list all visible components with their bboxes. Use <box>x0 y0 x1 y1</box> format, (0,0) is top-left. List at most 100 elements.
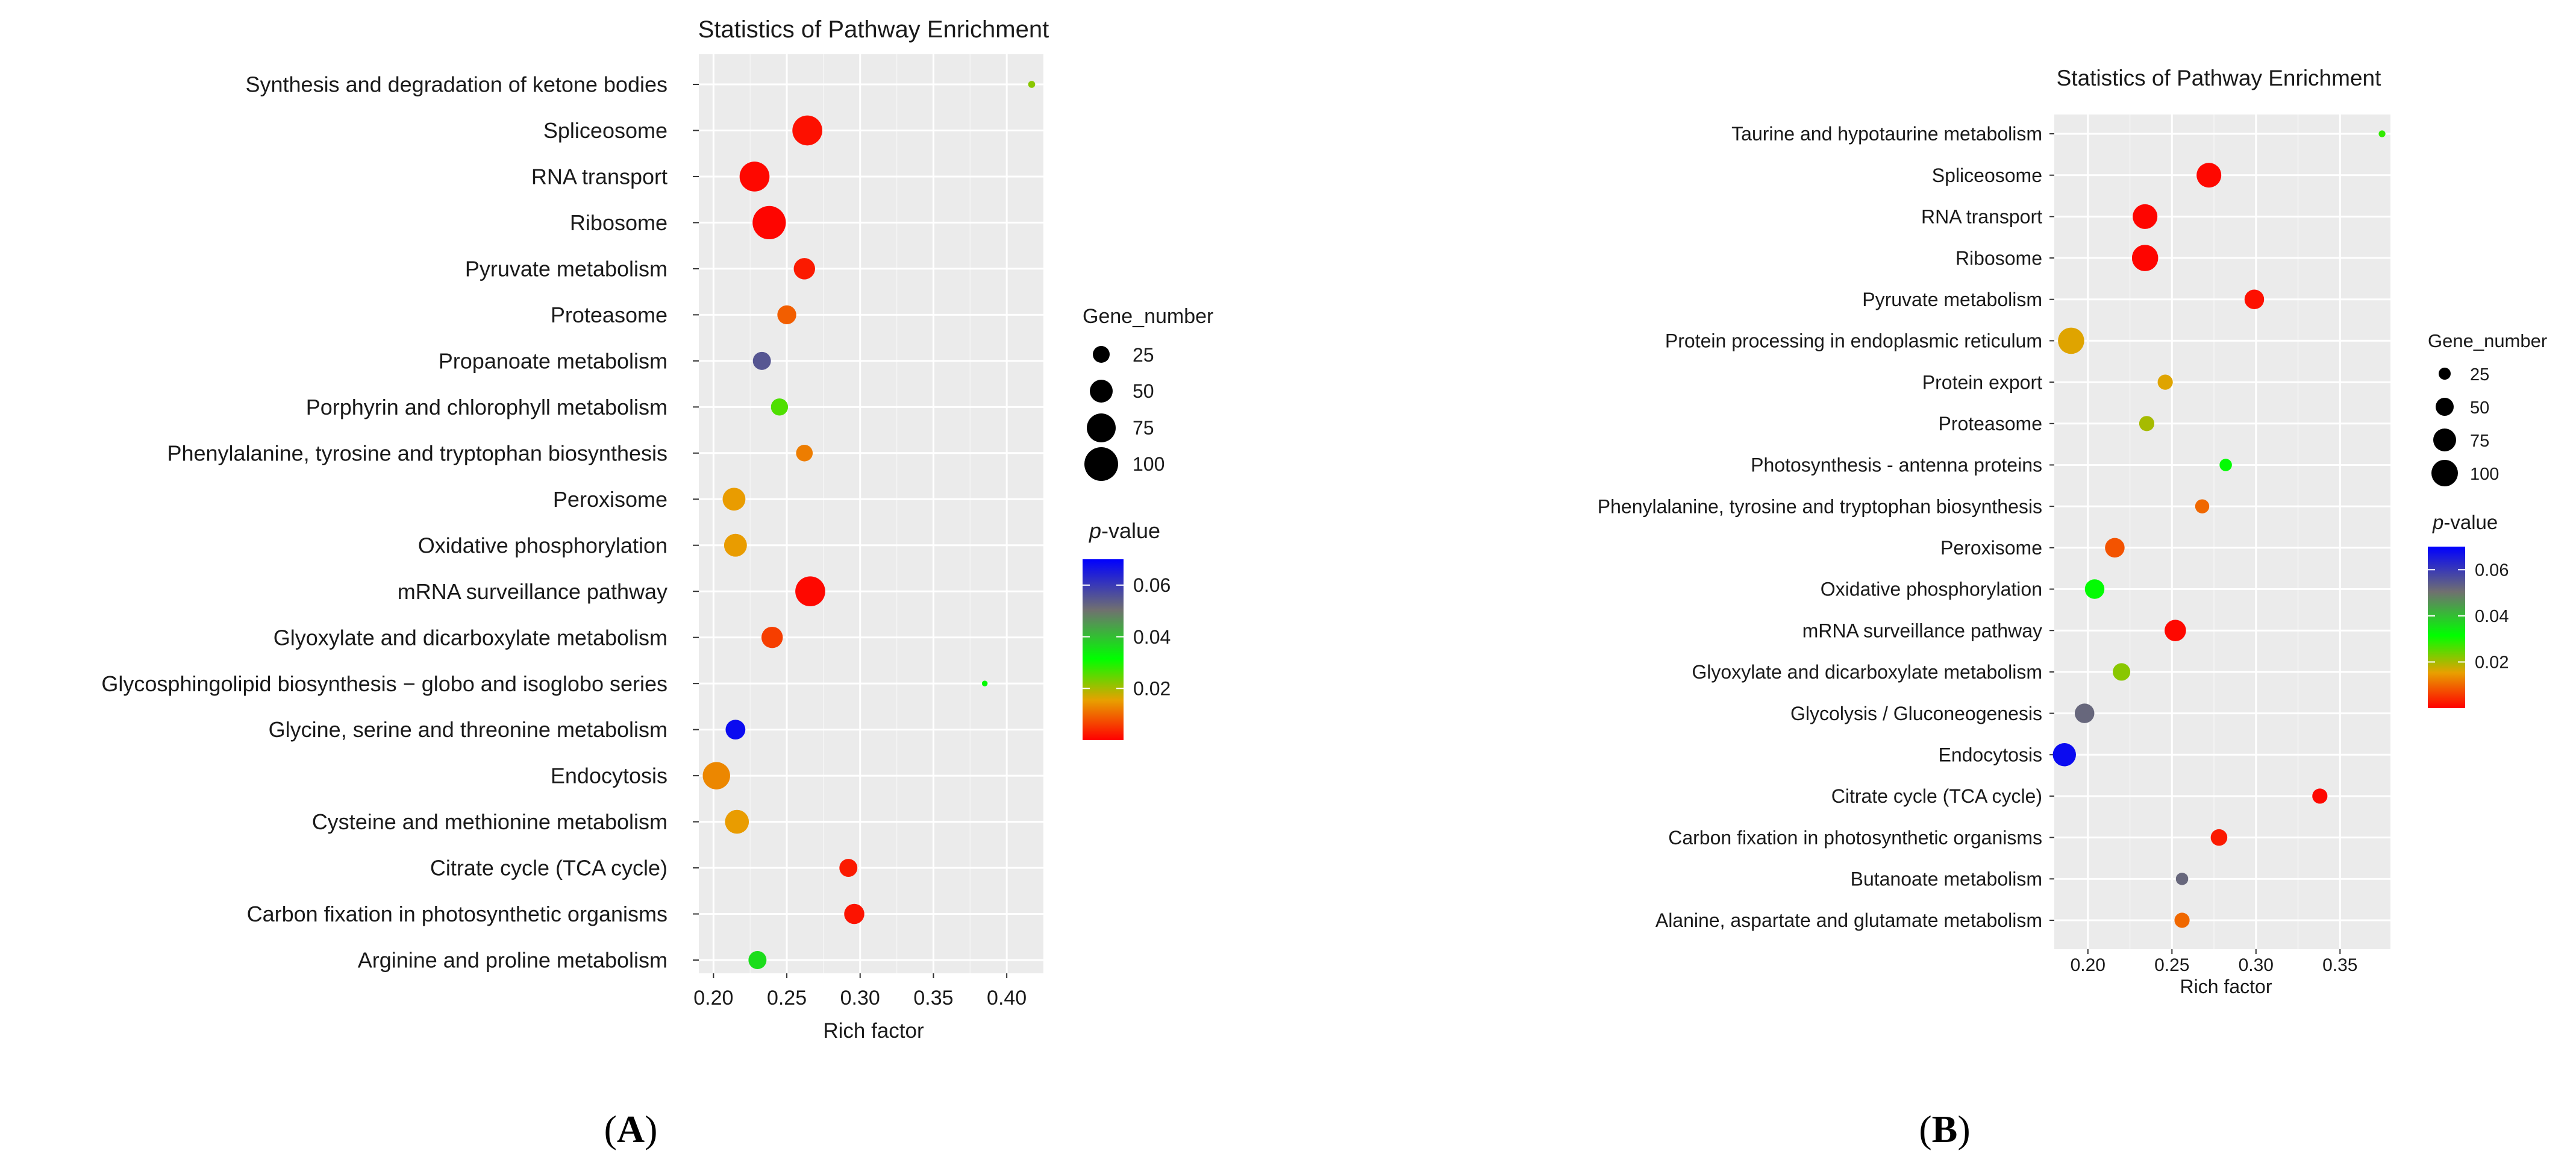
chart-b-point <box>2165 620 2186 642</box>
chart-a-point <box>795 576 825 607</box>
chart-a-category-label: Carbon fixation in photosynthetic organi… <box>247 902 667 926</box>
chart-b-category-label: Citrate cycle (TCA cycle) <box>1831 785 2042 807</box>
chart-b-colorbar <box>2428 547 2465 708</box>
chart-a-size-legend-label: 100 <box>1133 453 1165 475</box>
chart-a-point <box>771 398 789 416</box>
chart-b-size-legend-title: Gene_number <box>2428 330 2547 351</box>
chart-b-point <box>2312 788 2328 804</box>
chart-b-colorbar-ticks: 0.02 0.04 0.06 <box>2428 560 2509 673</box>
chart-b-point <box>2084 579 2105 599</box>
chart-b-point <box>2139 416 2155 432</box>
chart-a-x-axis-label: Rich factor <box>823 1019 924 1043</box>
chart-b-category-label: Pyruvate metabolism <box>1862 289 2042 310</box>
chart-b-color-legend: p-value 0.02 0.04 0.06 <box>2428 511 2509 708</box>
chart-a-point <box>722 488 746 511</box>
chart-a-size-legend-dot <box>1084 447 1118 481</box>
chart-b-point <box>2133 204 2158 229</box>
chart-b-size-legend-dot <box>2436 398 2454 416</box>
chart-a-point <box>761 626 783 648</box>
panel-letter-b: B <box>1932 1108 1958 1150</box>
chart-a-category-label: Glyoxylate and dicarboxylate metabolism <box>274 625 667 650</box>
chart-b-size-legend-dot <box>2433 428 2456 451</box>
chart-a-category-label: Peroxisome <box>553 487 667 512</box>
chart-a-category-label: Porphyrin and chlorophyll metabolism <box>306 395 667 419</box>
chart-b-size-legend-label: 25 <box>2470 365 2489 385</box>
chart-a-category-label: mRNA surveillance pathway <box>398 579 667 604</box>
chart-a-point <box>752 206 786 240</box>
chart-a-category-label: Propanoate metabolism <box>439 348 667 373</box>
chart-a-color-legend-title: p-value <box>1089 518 1160 543</box>
chart-a-category-label: Pyruvate metabolism <box>465 256 667 281</box>
chart-b-title: Statistics of Pathway Enrichment <box>2057 66 2381 90</box>
chart-b-category-label: Protein export <box>1922 371 2042 393</box>
panel-letter-a: A <box>617 1108 645 1150</box>
chart-b-size-legend-label: 100 <box>2470 465 2499 484</box>
chart-b-colorbar-tick-label: 0.02 <box>2475 653 2509 673</box>
chart-b-point <box>2219 459 2232 471</box>
chart-a-category-label: Arginine and proline metabolism <box>358 948 667 973</box>
chart-a-size-legend-label: 75 <box>1133 417 1154 439</box>
chart-a-category-label: Citrate cycle (TCA cycle) <box>430 856 667 880</box>
chart-a-colorbar-tick-label: 0.04 <box>1133 626 1171 648</box>
chart-b-point <box>2074 703 2095 723</box>
chart-b-color-legend-title-italic: p <box>2432 511 2443 533</box>
chart-a-point <box>792 115 822 146</box>
chart-a-point <box>793 258 815 280</box>
chart-b-size-legend: Gene_number 25 50 75 100 <box>2428 330 2547 486</box>
chart-b-plot-area <box>2054 115 2390 949</box>
chart-b-point <box>2196 163 2222 188</box>
chart-b-point <box>2131 245 2159 271</box>
chart-b-category-labels: Taurine and hypotaurine metabolism Splice… <box>1598 123 2054 931</box>
chart-b-category-label: Spliceosome <box>1932 165 2042 186</box>
chart-b-point <box>2105 538 2125 558</box>
chart-a-color-legend: p-value 0.02 0.04 0.06 <box>1083 518 1171 740</box>
chart-a-grid <box>699 54 1043 973</box>
chart-b-category-label: RNA transport <box>1921 206 2042 228</box>
chart-a-x-tick-label: 0.25 <box>767 987 807 1009</box>
chart-b-color-legend-title-rest: -value <box>2443 511 2498 533</box>
chart-a-x-ticks: 0.20 0.25 0.30 0.35 0.40 <box>693 973 1027 1009</box>
chart-a-point <box>981 680 988 686</box>
chart-b-size-legend-label: 50 <box>2470 398 2489 418</box>
chart-b-grid <box>2054 115 2390 949</box>
chart-b-category-label: Ribosome <box>1955 247 2042 269</box>
chart-b-point <box>2175 873 2189 885</box>
chart-a-x-tick-label: 0.30 <box>840 987 880 1009</box>
chart-a-category-label: Glycosphingolipid biosynthesis − globo a… <box>101 671 667 696</box>
chart-a-point <box>724 533 747 557</box>
chart-a-color-legend-title-rest: -value <box>1101 518 1160 543</box>
chart-a-x-tick-label: 0.20 <box>693 987 733 1009</box>
chart-a-title: Statistics of Pathway Enrichment <box>698 16 1049 43</box>
chart-b-size-legend-dot <box>2439 368 2451 380</box>
chart-a-plot-area <box>699 54 1043 973</box>
chart-b-point <box>2052 743 2076 767</box>
chart-b-x-tick-label: 0.30 <box>2239 955 2274 975</box>
chart-a-category-label: Endocytosis <box>551 764 667 788</box>
chart-b-point <box>2157 374 2173 390</box>
chart-a-point <box>725 809 749 834</box>
chart-b-point <box>2174 912 2190 928</box>
chart-a-point <box>748 951 767 969</box>
chart-b-category-label: mRNA surveillance pathway <box>1802 620 2042 641</box>
chart-a-size-legend-dot <box>1087 413 1116 442</box>
chart-b-category-label: Endocytosis <box>1938 744 2042 765</box>
chart-b-points <box>2052 130 2386 928</box>
chart-b-x-tick-label: 0.20 <box>2071 955 2106 975</box>
chart-a-point <box>739 162 770 192</box>
chart-a-point <box>752 351 771 370</box>
chart-a-point <box>777 305 796 325</box>
chart-a: Statistics of Pathway Enrichment Synthes… <box>101 16 1213 1150</box>
chart-a-size-legend-dot <box>1093 346 1110 363</box>
chart-a-category-label: Synthesis and degradation of ketone bodi… <box>245 72 667 97</box>
chart-a-point <box>796 444 813 462</box>
chart-a-category-label: Phenylalanine, tyrosine and tryptophan b… <box>167 441 667 465</box>
chart-b-category-label: Oxidative phosphorylation <box>1821 579 2042 600</box>
chart-a-point <box>702 762 730 789</box>
chart-b-x-ticks: 0.20 0.25 0.30 0.35 <box>2071 949 2357 975</box>
chart-b: Statistics of Pathway Enrichment Taurine… <box>1598 66 2547 1150</box>
chart-b-category-label: Glycolysis / Gluconeogenesis <box>1790 703 2042 724</box>
chart-a-colorbar-tick-label: 0.02 <box>1133 677 1171 699</box>
chart-a-x-tick-label: 0.35 <box>913 987 953 1009</box>
chart-a-point <box>844 903 864 924</box>
chart-b-point <box>2195 499 2210 513</box>
